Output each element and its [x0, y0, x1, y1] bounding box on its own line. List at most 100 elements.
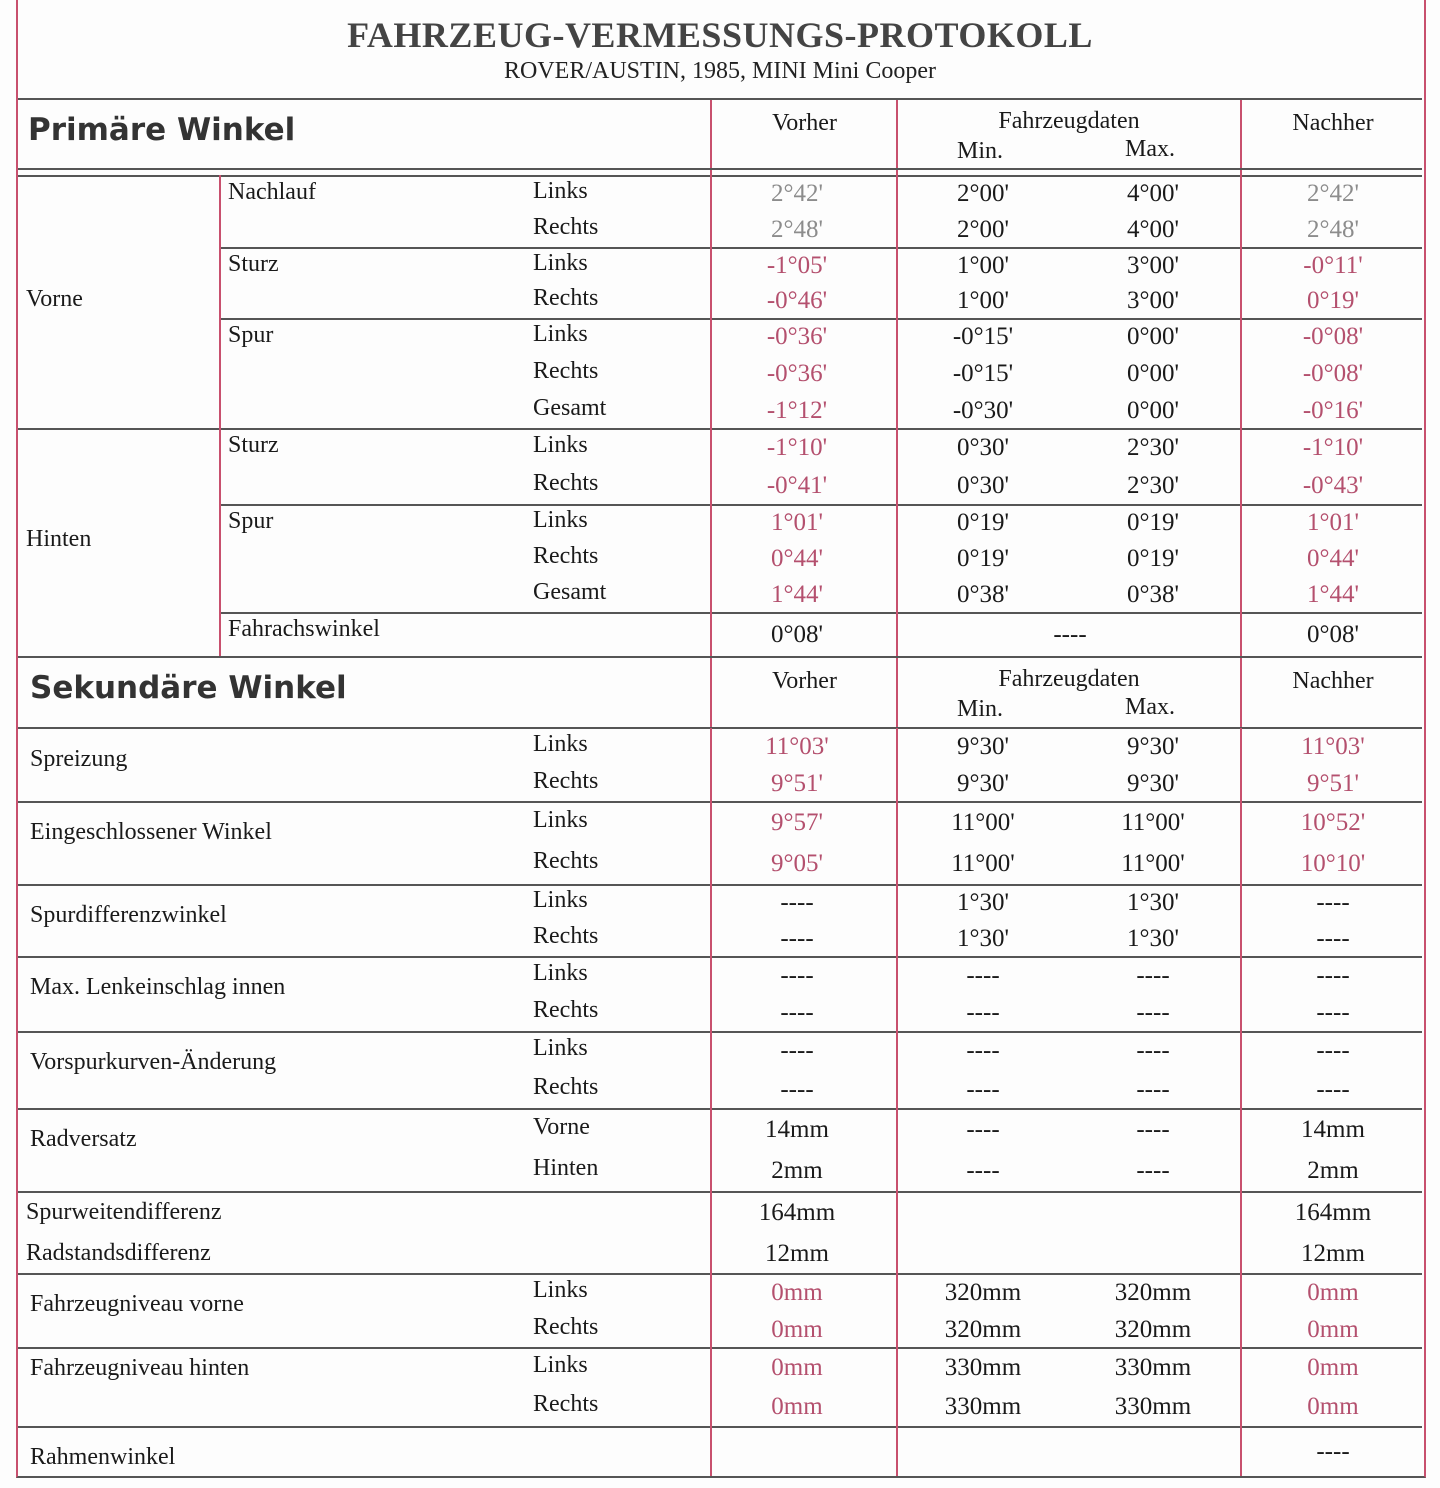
value-vorher: 9°05'	[770, 850, 824, 878]
value-min: -0°15'	[952, 323, 1014, 351]
side-label: Rechts	[533, 923, 599, 949]
divider	[18, 1347, 1422, 1349]
value-vorher: -1°05'	[766, 251, 828, 279]
divider	[710, 1031, 712, 1108]
value-nachher: 14mm	[1301, 1115, 1365, 1143]
table-row: Rechts 0mm 0mm 330mm 330mm	[0, 1391, 1440, 1423]
block-label: Fahrzeugniveau hinten	[30, 1355, 250, 1381]
table-row: Radstandsdifferenz 12mm 12mm	[0, 1240, 1440, 1270]
divider	[710, 318, 712, 428]
value-nachher: 2°42'	[1306, 180, 1360, 207]
value-nachher: ----	[1316, 961, 1350, 989]
divider	[1240, 175, 1242, 247]
divider	[896, 1273, 898, 1347]
row-block: Links 11°03' 11°03' 9°30' 9°30' Rechts 9°51' 9°…	[0, 728, 1440, 805]
divider	[896, 1031, 898, 1108]
value-min: -0°30'	[952, 396, 1014, 424]
divider	[896, 175, 898, 247]
table-row: Rechts 0mm 0mm 320mm 320mm	[0, 1313, 1440, 1346]
block-label: Fahrzeugniveau vorne	[30, 1291, 244, 1317]
table-row: Links 0mm 0mm 330mm 330mm	[0, 1352, 1440, 1384]
value-max: 2°30'	[1126, 434, 1180, 461]
section-title: Primäre Winkel	[28, 112, 296, 148]
block-label: Max. Lenkeinschlag innen	[30, 974, 286, 1000]
value-min: 320mm	[944, 1278, 1022, 1306]
side-label: Rechts	[533, 1391, 599, 1418]
divider	[220, 504, 1422, 506]
side-label: Rechts	[533, 285, 599, 312]
sub-label: Nachlauf	[228, 179, 316, 205]
value-nachher: 9°51'	[1306, 769, 1360, 797]
block-label: Radversatz	[30, 1126, 137, 1152]
divider	[896, 956, 898, 1031]
report-title: FAHRZEUG-VERMESSUNGS-PROTOKOLL	[347, 15, 1093, 55]
header-vorher: Vorher	[772, 668, 837, 694]
divider	[1240, 100, 1242, 175]
divider	[710, 801, 712, 884]
value-min: ----	[966, 961, 1000, 989]
value-min: ----	[966, 999, 1000, 1027]
divider	[18, 727, 1422, 729]
divider	[710, 1426, 712, 1476]
side-label: Links	[533, 731, 588, 758]
value-max: ----	[1136, 999, 1170, 1027]
side-label: Rechts	[533, 767, 599, 794]
value-vorher: 0°44'	[770, 545, 824, 572]
side-label: Rechts	[533, 997, 599, 1024]
value-vorher: 2mm	[771, 1157, 823, 1185]
divider	[710, 658, 712, 728]
table-row: Links 11°03' 11°03' 9°30' 9°30'	[0, 731, 1440, 763]
divider	[18, 801, 1422, 803]
side-label: Gesamt	[533, 579, 607, 605]
divider	[710, 504, 712, 612]
divider	[710, 884, 712, 956]
sub-label: Spur	[228, 322, 274, 348]
value-vorher: ----	[780, 889, 814, 916]
value-max: 0°00'	[1126, 359, 1180, 387]
value-nachher: -0°11'	[1303, 251, 1363, 279]
value-nachher: 0mm	[1307, 1278, 1359, 1306]
header-fahrzeugdaten: Fahrzeugdaten	[998, 108, 1140, 134]
divider	[1240, 728, 1242, 801]
side-label: Links	[533, 887, 588, 913]
value-max: 330mm	[1114, 1393, 1192, 1421]
table-row: Links 1°01' 1°01' 0°19' 0°19'	[0, 507, 1440, 539]
value-max: ----	[1136, 1157, 1170, 1185]
divider	[710, 612, 712, 656]
value-max: 320mm	[1114, 1315, 1192, 1343]
divider	[710, 728, 712, 801]
divider	[18, 656, 1422, 658]
value-min: -0°15'	[952, 359, 1014, 387]
table-row: Rechts ---- ---- 1°30' 1°30'	[0, 923, 1440, 955]
value-vorher: 12mm	[765, 1239, 829, 1267]
row-block: Links ---- ---- 1°30' 1°30' Rechts ---- ---- 1°3…	[0, 884, 1440, 960]
value-nachher: 1°44'	[1306, 581, 1360, 608]
header-max: Max.	[1125, 136, 1175, 162]
row-block: Links 9°57' 10°52' 11°00' 11°00' Rechts 9°05' 1…	[0, 801, 1440, 888]
value-vorher: 14mm	[765, 1115, 829, 1143]
value-max: 3°00'	[1126, 251, 1180, 279]
header-fahrzeugdaten: Fahrzeugdaten	[998, 666, 1140, 692]
divider	[219, 175, 221, 428]
divider	[1240, 1273, 1242, 1347]
divider	[710, 1191, 712, 1273]
value-min: 330mm	[944, 1393, 1022, 1421]
value-max: 0°00'	[1126, 396, 1180, 424]
value-vorher: ----	[780, 925, 814, 952]
divider	[710, 175, 712, 247]
divider	[896, 728, 898, 801]
divider	[1240, 1031, 1242, 1108]
value-max: ----	[1136, 1115, 1170, 1143]
block-label: Vorspurkurven-Änderung	[30, 1049, 277, 1075]
side-label: Rechts	[533, 1313, 599, 1340]
value-min: 0°30'	[956, 472, 1010, 499]
value-nachher: ----	[1316, 1037, 1350, 1065]
divider	[18, 175, 1422, 177]
value-min: 1°00'	[956, 287, 1010, 315]
value-min: 9°30'	[956, 733, 1010, 761]
value-nachher: ----	[1316, 999, 1350, 1027]
value-vorher: 9°57'	[770, 808, 824, 836]
value-vorher: 0mm	[771, 1393, 823, 1421]
block-label: Eingeschlossener Winkel	[30, 819, 272, 845]
header-nachher: Nachher	[1292, 668, 1374, 694]
